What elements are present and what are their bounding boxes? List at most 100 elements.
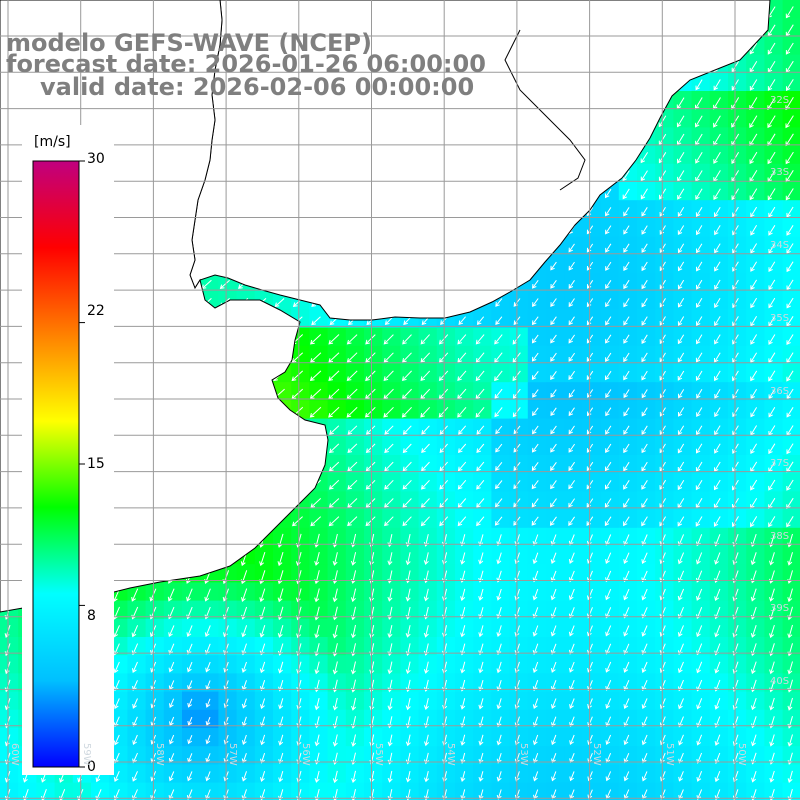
wind-arrow xyxy=(605,443,612,453)
wind-arrow xyxy=(786,479,794,491)
wind-arrow xyxy=(168,625,175,638)
wind-arrow xyxy=(568,534,575,546)
colorbar-tick-label: 30 xyxy=(87,151,105,167)
wind-arrow xyxy=(475,334,485,345)
wind-arrow xyxy=(421,425,430,435)
wind-arrow xyxy=(605,480,612,490)
wind-arrow xyxy=(659,588,666,601)
wind-arrow xyxy=(769,624,775,639)
wind-arrow xyxy=(623,407,630,417)
wind-arrow xyxy=(550,570,557,583)
wind-arrow xyxy=(696,752,703,764)
wind-arrow xyxy=(494,352,503,363)
wind-arrow xyxy=(787,624,793,639)
wind-arrow xyxy=(750,407,758,418)
wind-arrow xyxy=(696,407,703,417)
wind-arrow xyxy=(328,498,340,508)
wind-arrow xyxy=(678,771,684,782)
wind-arrow xyxy=(641,734,648,746)
wind-arrow xyxy=(420,352,431,363)
wind-arrow xyxy=(623,661,630,673)
wind-arrow xyxy=(714,588,721,602)
wind-arrow xyxy=(769,697,775,711)
wind-arrow xyxy=(402,352,412,363)
wind-arrow xyxy=(241,789,247,800)
wind-arrow xyxy=(405,770,411,783)
wind-arrow xyxy=(204,625,211,638)
wind-arrow xyxy=(278,698,284,710)
wind-arrow xyxy=(605,552,612,564)
wind-arrow xyxy=(402,461,412,472)
wind-arrow xyxy=(347,425,358,435)
wind-arrow xyxy=(623,480,630,490)
wind-arrow xyxy=(568,243,575,253)
wind-arrow xyxy=(767,188,776,201)
colorbar xyxy=(22,125,114,775)
wind-arrow xyxy=(750,443,758,455)
wind-arrow xyxy=(750,661,757,675)
wind-arrow xyxy=(458,316,466,325)
wind-arrow xyxy=(678,698,684,710)
wind-arrow xyxy=(310,334,322,345)
wind-arrow xyxy=(641,588,648,601)
wind-arrow xyxy=(605,625,612,637)
wind-arrow xyxy=(605,407,612,417)
wind-arrow xyxy=(769,552,775,566)
wind-arrow xyxy=(587,661,593,673)
wind-arrow xyxy=(786,243,794,254)
wind-arrow xyxy=(786,261,794,273)
wind-arrow xyxy=(568,498,576,508)
wind-arrow xyxy=(405,588,411,602)
wind-arrow xyxy=(605,225,612,235)
wind-arrow xyxy=(750,261,758,272)
wind-arrow xyxy=(587,607,593,619)
wind-arrow xyxy=(532,661,539,673)
wind-arrow xyxy=(568,552,575,564)
wind-arrow xyxy=(478,661,484,674)
wind-arrow xyxy=(641,334,648,344)
wind-arrow xyxy=(186,643,193,655)
wind-arrow xyxy=(587,698,593,709)
wind-arrow xyxy=(532,552,539,565)
wind-arrow xyxy=(495,316,503,326)
wind-arrow xyxy=(569,680,575,691)
wind-arrow xyxy=(424,734,430,747)
wind-arrow xyxy=(460,698,466,710)
lat-label: 38S xyxy=(770,531,790,542)
wind-arrow xyxy=(659,698,666,710)
wind-arrow xyxy=(714,661,721,674)
wind-arrow xyxy=(205,661,211,673)
wind-arrow xyxy=(695,151,703,164)
wind-arrow xyxy=(785,6,794,19)
wind-arrow xyxy=(531,316,539,326)
wind-arrow xyxy=(641,407,648,417)
wind-arrow xyxy=(623,498,630,508)
wind-arrow xyxy=(768,334,776,345)
wind-arrow xyxy=(350,588,357,603)
wind-arrow xyxy=(532,407,539,417)
wind-arrow xyxy=(495,298,503,307)
wind-arrow xyxy=(605,698,612,709)
wind-arrow xyxy=(187,698,193,708)
wind-arrow xyxy=(496,734,502,746)
wind-arrow xyxy=(623,279,630,290)
wind-arrow xyxy=(241,625,248,638)
wind-arrow xyxy=(768,243,776,254)
wind-arrow xyxy=(420,479,430,490)
wind-arrow xyxy=(550,316,557,326)
wind-arrow xyxy=(659,661,666,674)
wind-arrow xyxy=(714,334,721,345)
wind-arrow xyxy=(587,588,593,601)
wind-arrow xyxy=(659,643,666,655)
wind-arrow xyxy=(785,42,794,55)
lon-label: 56W xyxy=(300,743,311,766)
wind-arrow xyxy=(623,588,630,601)
wind-arrow xyxy=(346,334,358,345)
wind-arrow xyxy=(278,661,284,674)
wind-arrow xyxy=(569,698,575,709)
wind-arrow xyxy=(750,316,758,327)
wind-arrow xyxy=(346,370,358,382)
lat-label: 39S xyxy=(770,603,790,614)
wind-arrow xyxy=(787,552,793,566)
